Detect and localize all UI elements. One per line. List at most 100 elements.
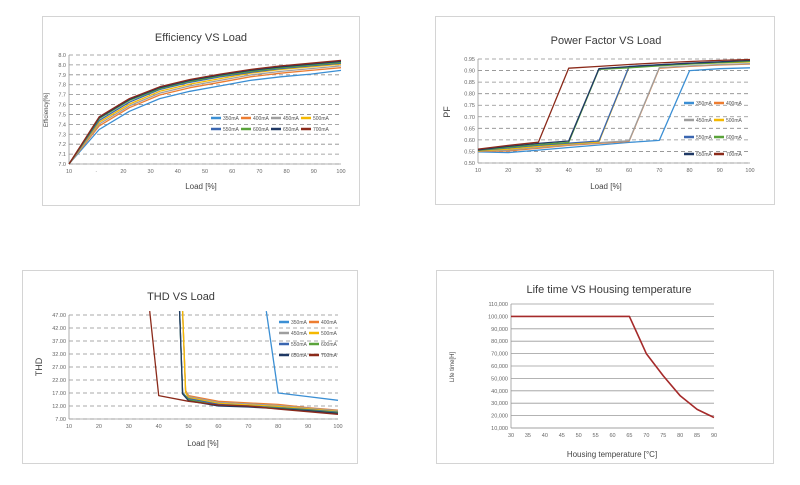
legend-label: 400mA [253,116,270,122]
x-tick-label: 60 [626,168,632,174]
y-tick-label: 27.00 [52,365,66,371]
series-line-350mA [265,311,339,401]
x-tick-label: 80 [275,424,281,430]
legend-label: 650mA [283,127,300,133]
y-tick-label: 12.00 [52,404,66,410]
y-tick-label: 17.00 [52,391,66,397]
y-tick-label: 20,000 [491,414,508,420]
legend-label: 500mA [313,116,330,122]
x-tick-label: 30 [508,433,514,439]
series-line-lifetime [511,315,715,419]
y-tick-label: 8.0 [58,53,66,59]
y-tick-label: 0.65 [464,126,475,132]
series-line-650mA [178,311,339,414]
legend-label: 500mA [726,118,743,124]
x-tick-label: 70 [656,168,662,174]
y-tick-label: 0.60 [464,138,475,144]
y-tick-label: 7.1 [58,152,66,158]
y-tick-label: 0.80 [464,92,475,98]
chart-title: Life time VS Housing temperature [526,284,691,296]
chart-title: Efficiency VS Load [155,32,247,44]
x-tick-label: 40 [175,169,181,175]
lifetime-chart-panel: Life time VS Housing temperature 110,000 1… [436,270,774,464]
y-tick-label: 0.70 [464,115,475,121]
x-tick-label: 80 [686,168,692,174]
y-tick-label: 50,000 [491,376,508,382]
series-line-350mA [477,67,751,154]
x-axis-label: Housing temperature [°C] [567,450,657,459]
x-tick-label: 70 [245,424,251,430]
x-tick-label: 30 [148,169,154,175]
thd-chart: THD VS Load 47.00 42.00 37.00 32.00 27.00 22.0… [34,291,343,448]
y-tick-label: 0.95 [464,57,475,63]
series-line-600mA [68,61,342,165]
x-tick-label: 10 [66,169,72,175]
x-tick-label: 65 [626,433,632,439]
legend-label: 550mA [291,342,308,348]
x-tick-label: 20 [120,169,126,175]
legend-label: 550mA [223,127,240,133]
y-tick-label: 0.90 [464,69,475,75]
y-axis-label: Efficiency[%] [44,93,50,128]
series-line-500mA [181,311,339,413]
x-tick-label: 90 [711,433,717,439]
x-tick-label: 50 [202,169,208,175]
legend-label: 600mA [321,342,338,348]
y-tick-label: 42.00 [52,326,66,332]
x-axis-label: Load [%] [187,439,219,448]
x-tick-label: 10 [66,424,72,430]
legend-label: 450mA [696,118,713,124]
legend-label: 600mA [726,135,743,141]
y-tick-label: 7.0 [58,162,66,168]
y-tick-label: 7.3 [58,132,66,138]
x-tick-label: 50 [596,168,602,174]
series-line-700mA [477,58,751,150]
thd-chart-panel: THD VS Load 47.00 42.00 37.00 32.00 27.00 22.0… [22,270,358,464]
legend-label: 700mA [726,152,743,158]
y-tick-label: 0.50 [464,161,475,167]
x-tick-label: 55 [593,433,599,439]
x-axis-label: Load [%] [590,182,622,191]
x-tick-label: 20 [505,168,511,174]
y-tick-label: 7.2 [58,142,66,148]
y-tick-label: 60,000 [491,364,508,370]
x-tick-label: 20 [96,424,102,430]
y-tick-label: 7.4 [58,122,66,128]
y-tick-label: 0.85 [464,80,475,86]
y-tick-label: 40,000 [491,389,508,395]
x-tick-label: 50 [576,433,582,439]
y-tick-label: 0.75 [464,103,475,109]
efficiency-chart: Efficiency VS Load 8.0 8.0 7.9 7.8 7.7 7.6 7.5 7… [44,32,346,191]
x-tick-label: 70 [256,169,262,175]
power-factor-chart-panel: Power Factor VS Load 0.95 0.90 0.85 0.80 0.75… [435,16,775,205]
series-line-700mA [68,59,342,165]
x-tick-label: 90 [717,168,723,174]
y-tick-label: 30,000 [491,401,508,407]
y-tick-label: 70,000 [491,352,508,358]
series-line-450mA [181,311,339,412]
x-tick-label: 40 [156,424,162,430]
x-tick-label: 80 [284,169,290,175]
chart-title: Power Factor VS Load [551,35,662,47]
x-tick-label: 90 [311,169,317,175]
x-tick-label: 45 [559,433,565,439]
x-tick-label: 75 [660,433,666,439]
series-line-550mA [68,62,342,165]
y-tick-label: 7.7 [58,93,66,99]
x-tick-label: 100 [336,169,345,175]
legend-label: 700mA [321,353,338,359]
y-tick-label: 7.00 [55,417,66,423]
series-line-700mA [149,311,339,415]
legend-label: 350mA [223,116,240,122]
power-factor-chart: Power Factor VS Load 0.95 0.90 0.85 0.80 0.75… [442,35,755,191]
legend-label: 650mA [696,152,713,158]
x-axis-label: Load [%] [185,182,217,191]
y-tick-label: 22.00 [52,378,66,384]
y-tick-label: 80,000 [491,339,508,345]
legend-label: 650mA [291,353,308,359]
series-line-350mA [68,69,342,165]
x-tick-label: 70 [643,433,649,439]
x-tick-label: 50 [185,424,191,430]
y-tick-label: 7.9 [58,73,66,79]
legend-label: 450mA [291,331,308,337]
